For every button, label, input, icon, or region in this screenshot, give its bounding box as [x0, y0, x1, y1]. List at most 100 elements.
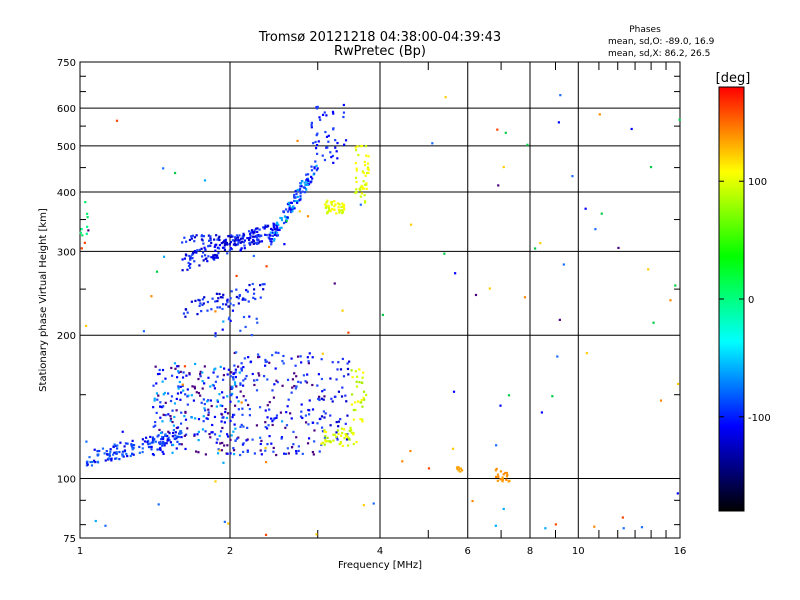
data-point — [199, 370, 202, 373]
data-point — [268, 435, 271, 438]
data-point — [246, 426, 249, 429]
data-point — [246, 450, 249, 453]
data-point — [259, 449, 262, 452]
data-point — [125, 452, 128, 456]
data-point — [200, 255, 204, 258]
data-point — [506, 473, 509, 477]
data-point — [255, 389, 259, 392]
data-point — [316, 422, 319, 425]
data-point — [504, 471, 507, 475]
data-point — [299, 185, 302, 188]
data-point — [336, 368, 339, 371]
data-point — [600, 212, 603, 215]
data-point — [184, 315, 187, 318]
data-point — [229, 302, 232, 305]
data-point — [253, 229, 256, 232]
data-point — [156, 398, 159, 401]
x-tick-label: 6 — [465, 546, 471, 557]
data-point — [152, 384, 155, 387]
data-point — [305, 381, 309, 384]
data-point — [171, 409, 174, 412]
data-point — [362, 187, 366, 190]
data-point — [115, 452, 118, 455]
data-point — [260, 240, 264, 243]
data-point — [336, 141, 339, 145]
data-point — [223, 421, 226, 424]
data-point — [236, 236, 240, 239]
data-point — [169, 419, 172, 422]
data-point — [85, 440, 88, 443]
data-point — [323, 111, 326, 114]
data-point — [354, 191, 357, 194]
data-point — [179, 385, 182, 388]
data-point — [195, 450, 198, 453]
data-point — [352, 442, 355, 446]
data-point — [221, 307, 224, 311]
data-point — [86, 460, 89, 463]
data-point — [169, 399, 173, 403]
data-point — [193, 385, 196, 388]
data-point — [203, 246, 206, 249]
data-point — [235, 288, 238, 291]
data-point — [194, 417, 197, 420]
data-point — [197, 391, 201, 395]
data-point — [323, 395, 326, 398]
data-point — [213, 245, 216, 248]
data-point — [86, 225, 89, 228]
x-tick-label: 16 — [674, 546, 687, 557]
data-point — [311, 383, 314, 387]
data-point — [313, 167, 316, 170]
data-point — [259, 296, 262, 299]
data-point — [170, 395, 174, 398]
data-point — [350, 403, 354, 406]
data-point — [242, 365, 245, 369]
data-point — [231, 386, 234, 390]
data-point — [354, 408, 357, 412]
data-point — [243, 239, 247, 242]
data-point — [505, 471, 508, 475]
data-point — [249, 243, 252, 246]
data-point — [354, 176, 358, 179]
data-point — [176, 440, 179, 443]
data-point — [188, 372, 191, 375]
data-point — [209, 399, 212, 402]
data-point — [205, 417, 208, 420]
data-point — [169, 415, 172, 418]
data-point — [245, 289, 248, 292]
data-point — [222, 367, 226, 370]
data-point — [249, 360, 253, 363]
data-point — [152, 441, 155, 444]
data-point — [256, 227, 259, 230]
data-point — [202, 259, 205, 262]
data-point — [215, 441, 218, 444]
data-point — [191, 253, 194, 256]
data-point — [239, 425, 242, 428]
data-point — [156, 372, 160, 376]
data-point — [206, 300, 210, 304]
data-point — [192, 399, 196, 402]
data-point — [233, 239, 236, 243]
data-point — [507, 394, 511, 397]
data-point — [214, 310, 217, 313]
data-point — [85, 232, 88, 235]
data-point — [230, 235, 233, 238]
data-point — [345, 400, 348, 403]
data-point — [310, 121, 313, 124]
data-point — [455, 466, 459, 469]
data-point — [185, 433, 188, 436]
data-point — [296, 195, 299, 199]
data-point — [332, 161, 335, 164]
data-point — [109, 448, 112, 451]
data-point — [357, 400, 360, 403]
data-point — [451, 447, 455, 450]
data-point — [268, 408, 271, 411]
data-point — [105, 449, 108, 453]
data-point — [181, 383, 184, 386]
data-point — [198, 299, 201, 302]
data-point — [300, 185, 303, 188]
data-point — [293, 372, 296, 375]
data-point — [307, 423, 310, 426]
data-point — [227, 368, 230, 371]
data-point — [505, 478, 508, 481]
data-point — [630, 127, 633, 131]
